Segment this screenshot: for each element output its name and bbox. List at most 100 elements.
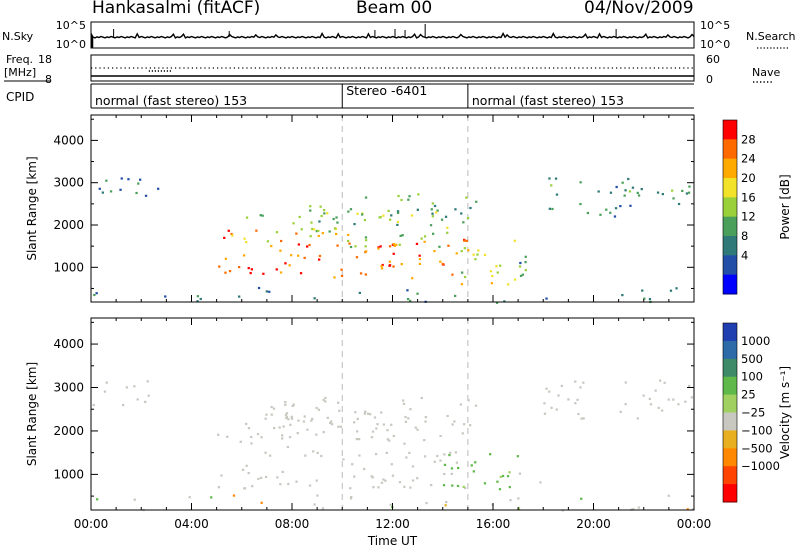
power-cell [465, 196, 468, 199]
velocity-cell [122, 404, 125, 407]
velocity-cell [105, 381, 108, 384]
velocity-colorbar-tick: 1000 [741, 334, 770, 348]
velocity-cell [455, 461, 459, 464]
velocity-cell [436, 454, 439, 458]
power-cell [326, 212, 329, 215]
power-cell [290, 254, 293, 257]
power-cell [313, 297, 316, 300]
velocity-cell [321, 507, 325, 510]
beam-title: Beam 00 [356, 0, 433, 18]
power-colorbar-swatch [723, 197, 737, 218]
velocity-colorbar-tick: −100 [741, 423, 773, 437]
velocity-colorbar-swatch [723, 358, 737, 378]
power-cell [461, 271, 464, 274]
power-cell [288, 264, 291, 267]
freq-tick-label: 8 [45, 73, 52, 86]
power-cell [135, 191, 138, 195]
velocity-cell [373, 416, 377, 419]
velocity-cell [576, 398, 579, 401]
power-cell [640, 188, 643, 191]
velocity-cell [548, 390, 551, 393]
velocity-cell [232, 494, 236, 497]
power-cell [586, 211, 589, 215]
velocity-cell [451, 423, 454, 426]
velocity-cell [270, 413, 273, 416]
velocity-cell [250, 435, 253, 439]
velocity-cell [574, 380, 577, 383]
velocity-cell [663, 381, 666, 384]
power-cell [298, 215, 301, 219]
velocity-cell [339, 425, 343, 428]
velocity-colorbar-swatch [723, 484, 737, 503]
power-cell [396, 220, 400, 223]
power-cell [101, 191, 104, 194]
power-cell [317, 229, 320, 232]
power-cell [406, 298, 410, 301]
velocity-cell [272, 407, 276, 410]
velocity-cell [489, 453, 492, 456]
power-cell [429, 224, 433, 227]
power-cell [420, 237, 423, 240]
velocity-colorbar-swatch [723, 376, 737, 396]
velocity-cell [416, 477, 419, 480]
velocity-cell [555, 408, 558, 411]
power-cell [392, 252, 395, 255]
velocity-cell [454, 451, 458, 454]
velocity-cell [290, 415, 293, 418]
velocity-cell [291, 404, 294, 407]
velocity-cell [288, 436, 292, 439]
power-cell [415, 242, 419, 245]
power-cell [474, 258, 477, 261]
velocity-cell [580, 497, 583, 500]
velocity-cell [342, 458, 345, 461]
velocity-cell [501, 474, 505, 478]
velocity-cell [539, 481, 542, 484]
velocity-cell [284, 403, 287, 406]
power-cell [364, 196, 368, 199]
velocity-colorbar-label: Velocity [m s⁻¹] [778, 366, 792, 459]
velocity-cell [260, 501, 263, 504]
nave-tick-label: 60 [706, 53, 720, 66]
power-cell [643, 297, 646, 300]
velocity-cell [353, 475, 356, 478]
power-cell [621, 294, 624, 297]
power-cell [120, 177, 123, 180]
nave-tick-label: 0 [706, 73, 713, 86]
power-cell [430, 208, 433, 211]
power-cell [388, 260, 391, 263]
velocity-cell [464, 487, 467, 490]
power-cell [309, 205, 312, 208]
y-axis-label: Slant Range [km] [25, 362, 39, 466]
power-cell [477, 249, 480, 252]
velocity-cell [251, 485, 254, 488]
velocity-cell [574, 402, 577, 405]
power-cell [396, 210, 400, 213]
velocity-cell [369, 413, 372, 416]
x-tick-label: 04:00 [174, 517, 209, 531]
velocity-cell [331, 423, 334, 426]
power-cell [624, 189, 627, 192]
power-cell [377, 247, 380, 250]
power-cell [551, 207, 554, 211]
velocity-cell [285, 417, 288, 420]
velocity-colorbar-swatch [723, 466, 737, 485]
power-cell [467, 249, 470, 252]
power-cell [318, 254, 322, 258]
power-cell [446, 226, 449, 229]
velocity-cell [210, 496, 213, 499]
velocity-cell [281, 437, 284, 440]
power-cell [319, 205, 322, 208]
power-cell [409, 299, 412, 302]
freq-frame [90, 54, 695, 82]
velocity-colorbar-tick: −500 [741, 441, 773, 455]
velocity-cell [269, 454, 272, 457]
power-cell [623, 194, 626, 197]
velocity-cell [264, 417, 267, 420]
velocity-cell [303, 415, 306, 418]
velocity-cell [281, 434, 284, 437]
velocity-cell [403, 485, 406, 488]
power-cell [389, 218, 392, 221]
power-cell [614, 207, 618, 210]
velocity-cell [508, 471, 511, 474]
velocity-cell [375, 427, 378, 430]
